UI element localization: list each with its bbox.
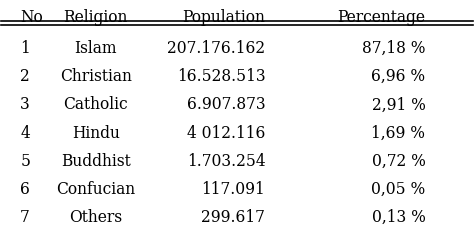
Text: 16.528.513: 16.528.513 [177, 68, 265, 85]
Text: 87,18 %: 87,18 % [362, 40, 426, 57]
Text: 4: 4 [20, 124, 30, 142]
Text: Catholic: Catholic [64, 96, 128, 113]
Text: Buddhist: Buddhist [61, 153, 130, 170]
Text: 0,72 %: 0,72 % [372, 153, 426, 170]
Text: 2: 2 [20, 68, 30, 85]
Text: 5: 5 [20, 153, 30, 170]
Text: 1,69 %: 1,69 % [372, 124, 426, 142]
Text: Islam: Islam [74, 40, 117, 57]
Text: 2,91 %: 2,91 % [372, 96, 426, 113]
Text: 1.703.254: 1.703.254 [187, 153, 265, 170]
Text: 4 012.116: 4 012.116 [187, 124, 265, 142]
Text: Hindu: Hindu [72, 124, 119, 142]
Text: 207.176.162: 207.176.162 [167, 40, 265, 57]
Text: 3: 3 [20, 96, 30, 113]
Text: Religion: Religion [64, 9, 128, 26]
Text: Population: Population [182, 9, 265, 26]
Text: 6.907.873: 6.907.873 [187, 96, 265, 113]
Text: 6,96 %: 6,96 % [371, 68, 426, 85]
Text: 0,05 %: 0,05 % [371, 181, 426, 198]
Text: 1: 1 [20, 40, 30, 57]
Text: Confucian: Confucian [56, 181, 135, 198]
Text: 0,13 %: 0,13 % [372, 209, 426, 226]
Text: 299.617: 299.617 [201, 209, 265, 226]
Text: Percentage: Percentage [337, 9, 426, 26]
Text: Others: Others [69, 209, 122, 226]
Text: Christian: Christian [60, 68, 132, 85]
Text: No: No [20, 9, 43, 26]
Text: 117.091: 117.091 [201, 181, 265, 198]
Text: 7: 7 [20, 209, 30, 226]
Text: 6: 6 [20, 181, 30, 198]
